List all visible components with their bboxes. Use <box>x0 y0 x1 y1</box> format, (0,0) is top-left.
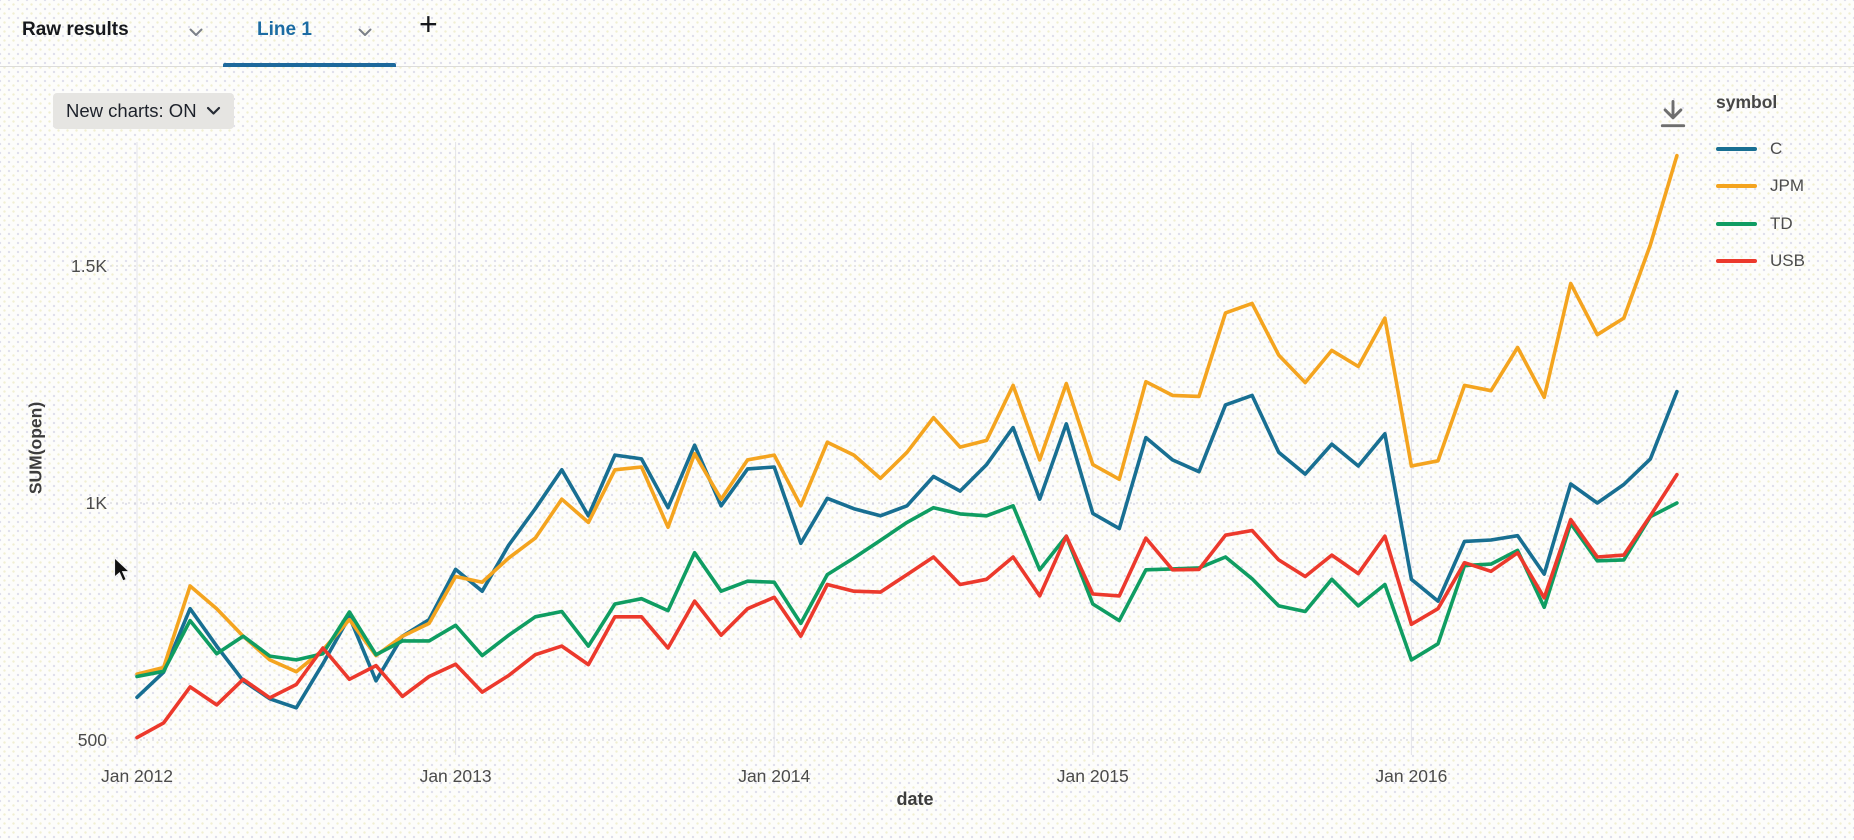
tab-bar: Raw results Line 1 + <box>0 0 1854 67</box>
chart-legend: symbol C JPM TD USB <box>1716 92 1852 280</box>
mouse-cursor <box>113 556 132 583</box>
legend-label: USB <box>1770 251 1805 271</box>
x-tick-label: Jan 2015 <box>1057 766 1129 786</box>
legend-item-C[interactable]: C <box>1716 130 1852 168</box>
x-axis-title: date <box>896 789 934 809</box>
legend-label: JPM <box>1770 176 1804 196</box>
legend-label: TD <box>1770 213 1793 233</box>
y-tick-label: 500 <box>78 730 107 750</box>
legend-swatch-C <box>1716 146 1757 151</box>
legend-swatch-USB <box>1716 259 1757 264</box>
legend-item-TD[interactable]: TD <box>1716 205 1852 243</box>
chevron-down-icon[interactable] <box>358 28 372 37</box>
new-charts-label: New charts: ON <box>66 100 197 121</box>
series-line-C[interactable] <box>135 389 1679 710</box>
series-line-JPM[interactable] <box>135 153 1679 676</box>
y-tick-label: 1K <box>86 493 108 513</box>
chevron-down-icon[interactable] <box>189 28 203 37</box>
legend-item-JPM[interactable]: JPM <box>1716 168 1852 206</box>
y-axis-title: SUM(open) <box>25 401 46 495</box>
tab-raw-results[interactable]: Raw results <box>22 19 129 40</box>
legend-title: symbol <box>1716 92 1778 112</box>
legend-item-USB[interactable]: USB <box>1716 243 1852 281</box>
series-line-USB[interactable] <box>135 472 1679 740</box>
tab-line-1[interactable]: Line 1 <box>257 19 312 40</box>
chevron-down-icon <box>206 106 220 115</box>
add-tab-button[interactable]: + <box>419 6 438 42</box>
x-tick-label: Jan 2013 <box>420 766 492 786</box>
x-tick-label: Jan 2012 <box>101 766 173 786</box>
y-tick-label: 1.5K <box>71 256 107 276</box>
series-line-TD[interactable] <box>135 501 1679 679</box>
active-tab-underline <box>223 63 396 67</box>
x-tick-label: Jan 2016 <box>1375 766 1447 786</box>
download-icon[interactable] <box>1656 97 1690 133</box>
legend-label: C <box>1770 138 1783 158</box>
legend-swatch-JPM <box>1716 184 1757 189</box>
legend-swatch-TD <box>1716 221 1757 226</box>
x-tick-label: Jan 2014 <box>738 766 810 786</box>
new-charts-toggle[interactable]: New charts: ON <box>53 93 234 129</box>
